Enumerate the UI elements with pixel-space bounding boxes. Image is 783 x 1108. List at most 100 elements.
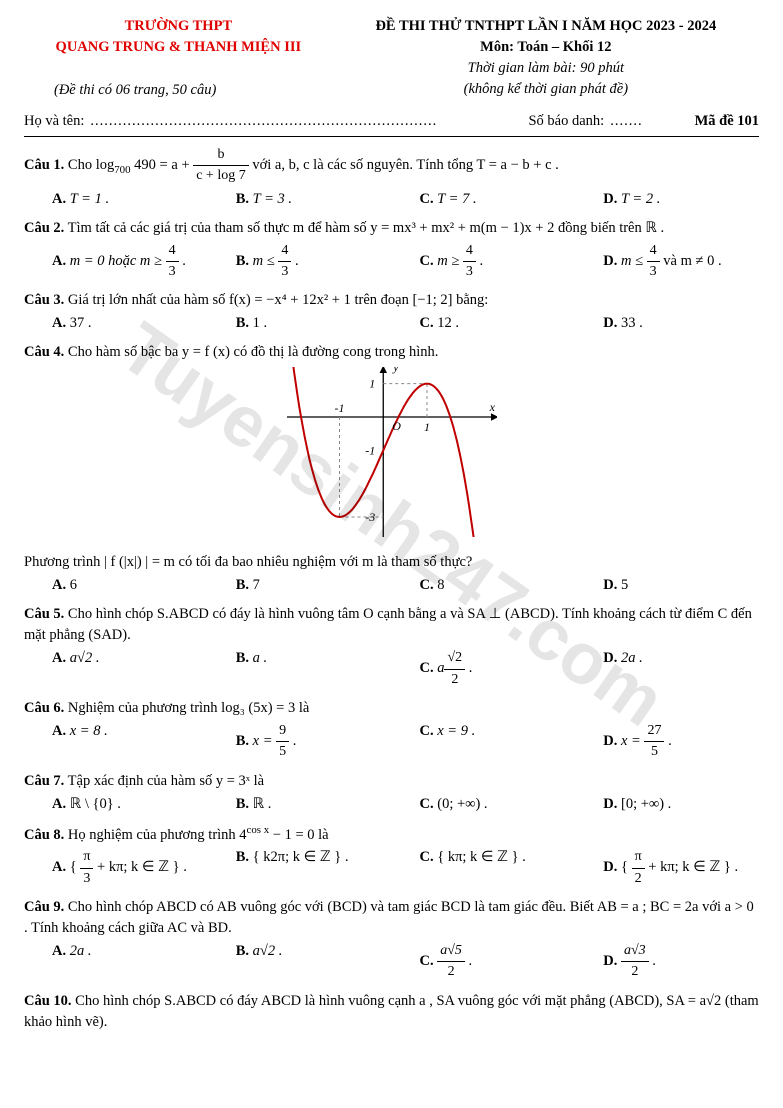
opt-label: D. — [603, 860, 617, 876]
q-post: với a, b, c là các số nguyên. Tính tổng … — [249, 157, 559, 173]
question-1: Câu 1. Cho log700 490 = a + bc + log 7 v… — [24, 145, 759, 187]
q-text: Nghiệm của phương trình log₃ (5x) = 3 là — [64, 700, 309, 716]
q-text: Cho hàm số bậc ba y = f (x) có đồ thị là… — [64, 344, 438, 360]
svg-text:1: 1 — [369, 377, 375, 391]
opt-d: D. 5 — [575, 575, 759, 596]
opt-c: C. a√22 . — [392, 648, 576, 690]
frac-d: 5 — [276, 742, 289, 762]
opt-text: a√2 . — [253, 943, 283, 959]
opt-post: và m ≠ 0 . — [660, 253, 722, 269]
opt-b: B. a . — [208, 648, 392, 690]
opt-c: C. 12 . — [392, 313, 576, 334]
frac: a√32 — [621, 941, 649, 983]
opt-label: A. — [52, 860, 66, 876]
q4-opts: A. 6 B. 7 C. 8 D. 5 — [24, 575, 759, 596]
opt-label: B. — [236, 733, 249, 749]
opt-text: a . — [253, 650, 268, 666]
opt-c: C. a√52 . — [392, 941, 576, 983]
opt-b: B. 7 — [208, 575, 392, 596]
frac-d: c + log 7 — [193, 166, 249, 186]
opt-a: A. x = 8 . — [24, 721, 208, 763]
opt-post: + kπ; k ∈ ℤ } . — [645, 860, 738, 876]
opt-text: 2a . — [70, 943, 92, 959]
opt-label: A. — [52, 315, 66, 331]
opt-text: 5 — [621, 577, 628, 593]
frac-n: 4 — [463, 241, 476, 262]
opt-label: D. — [603, 733, 617, 749]
question-4: Câu 4. Cho hàm số bậc ba y = f (x) có đồ… — [24, 342, 759, 363]
frac: 43 — [647, 241, 660, 283]
frac-n: a√3 — [621, 941, 649, 962]
opt-label: C. — [420, 191, 434, 207]
opt-text: 1 . — [253, 315, 268, 331]
question-3: Câu 3. Giá trị lớn nhất của hàm số f(x) … — [24, 290, 759, 311]
q-sup: cos x — [247, 824, 270, 836]
frac-d: 2 — [444, 670, 465, 690]
opt-label: B. — [236, 191, 249, 207]
opt-text: x = 9 . — [437, 723, 475, 739]
opt-d: D. m ≤ 43 và m ≠ 0 . — [575, 241, 759, 283]
frac-n: 9 — [276, 721, 289, 742]
opt-text: m ≤ — [621, 253, 647, 269]
opt-pre: { — [70, 860, 81, 876]
svg-text:-1: -1 — [334, 401, 344, 415]
question-6: Câu 6. Nghiệm của phương trình log₃ (5x)… — [24, 698, 759, 719]
pages-note: (Đề thi có 06 trang, 50 câu) — [24, 80, 333, 101]
frac: π2 — [632, 847, 645, 889]
opt-label: D. — [603, 191, 617, 207]
q-text: Phương trình | f (|x|) | = m có tối đa b… — [24, 554, 472, 570]
opt-text: x = 8 . — [70, 723, 108, 739]
frac-d: 3 — [647, 262, 660, 282]
q-num: Câu 3. — [24, 292, 64, 308]
opt-text: T = 1 . — [70, 191, 109, 207]
opt-text: 12 . — [437, 315, 459, 331]
name-dots: ........................................… — [90, 111, 437, 132]
opt-c: C. T = 7 . — [392, 189, 576, 210]
frac-d: 3 — [80, 869, 93, 889]
q-num: Câu 5. — [24, 606, 64, 622]
frac-n: √2 — [444, 648, 465, 669]
opt-text: (0; +∞) . — [437, 796, 487, 812]
opt-text: [0; +∞) . — [621, 796, 671, 812]
opt-text: T = 2 . — [621, 191, 660, 207]
opt-label: A. — [52, 650, 66, 666]
opt-b: B. m ≤ 43 . — [208, 241, 392, 283]
frac: 43 — [463, 241, 476, 283]
frac-d: 3 — [278, 262, 291, 282]
cubic-graph: Oxy-111-1-3 — [287, 367, 497, 537]
opt-b: B. { k2π; k ∈ ℤ } . — [208, 847, 392, 889]
q2-opts: A. m = 0 hoặc m ≥ 43 . B. m ≤ 43 . C. m … — [24, 241, 759, 283]
frac-n: 4 — [166, 241, 179, 262]
opt-text: ℝ \ {0} . — [70, 796, 121, 812]
opt-label: A. — [52, 577, 66, 593]
opt-text: { k2π; k ∈ ℤ } . — [253, 849, 349, 865]
opt-a: A. { π3 + kπ; k ∈ ℤ } . — [24, 847, 208, 889]
exam-code: Mã đề 101 — [695, 111, 759, 132]
opt-text: m ≥ — [437, 253, 463, 269]
q-text: Giá trị lớn nhất của hàm số f(x) = −x⁴ +… — [64, 292, 488, 308]
opt-text: a — [437, 661, 444, 677]
opt-text: 7 — [253, 577, 260, 593]
opt-label: C. — [420, 723, 434, 739]
opt-b: B. T = 3 . — [208, 189, 392, 210]
name-label: Họ và tên: — [24, 111, 84, 132]
question-4b: Phương trình | f (|x|) | = m có tối đa b… — [24, 552, 759, 573]
question-9: Câu 9. Cho hình chóp ABCD có AB vuông gó… — [24, 897, 759, 939]
opt-text: ℝ . — [253, 796, 272, 812]
opt-label: B. — [236, 577, 249, 593]
q3-opts: A. 37 . B. 1 . C. 12 . D. 33 . — [24, 313, 759, 334]
opt-a: A. 2a . — [24, 941, 208, 983]
opt-label: C. — [420, 796, 434, 812]
frac: √22 — [444, 648, 465, 690]
q-num: Câu 8. — [24, 826, 64, 842]
sbd-label: Số báo danh: — [528, 111, 604, 132]
q-frac: bc + log 7 — [193, 145, 249, 187]
opt-text: x = — [621, 733, 644, 749]
opt-text: T = 3 . — [253, 191, 292, 207]
q-num: Câu 7. — [24, 773, 64, 789]
opt-label: C. — [420, 577, 434, 593]
opt-post: + kπ; k ∈ ℤ } . — [93, 860, 186, 876]
opt-text: 37 . — [70, 315, 92, 331]
frac: 43 — [278, 241, 291, 283]
opt-label: D. — [603, 953, 617, 969]
